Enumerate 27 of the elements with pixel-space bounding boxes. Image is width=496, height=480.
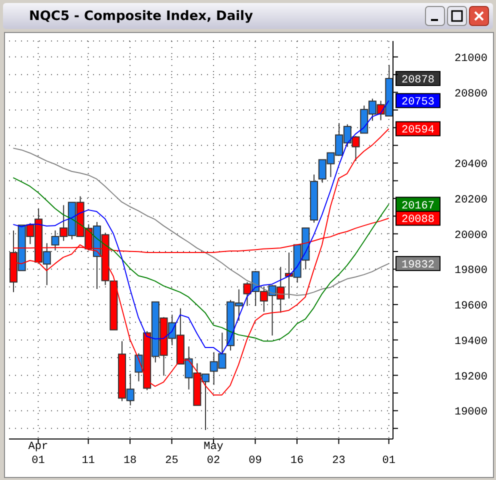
x-tick-label: May 02 [204, 441, 224, 467]
y-tick-label: 21000 [454, 52, 488, 65]
y-tick-label: 19600 [454, 300, 488, 313]
chart-title: NQC5 - Composite Index, Daily [29, 8, 253, 24]
text: 20878 [401, 74, 435, 86]
y-tick-label: 20400 [454, 159, 488, 172]
y-tick-label: 19400 [454, 336, 488, 348]
x-tick-label: 09 [248, 455, 262, 467]
line-series [12, 177, 390, 342]
y-tick-label: 20000 [454, 230, 488, 242]
x-tick-label: 25 [165, 455, 178, 467]
x-tick-label: 01 [382, 455, 396, 467]
y-tick-label: 20200 [454, 194, 488, 206]
y-tick-label: 19000 [454, 406, 488, 419]
data-label: 20753 [401, 96, 435, 109]
x-tick-label: 18 [123, 455, 137, 467]
data-label: 19832 [401, 260, 435, 272]
data-label: 20167 [401, 200, 435, 212]
data-label: 20594 [401, 124, 435, 137]
x-tick-label: 16 [290, 455, 304, 467]
data-label: 20088 [401, 214, 435, 226]
y-tick-label: 19200 [454, 371, 488, 384]
x-tick-label: Apr 01 [28, 441, 48, 467]
y-tick-label: 19800 [454, 265, 488, 278]
x-tick-label: 11 [82, 455, 96, 467]
y-tick-label: 20800 [454, 88, 488, 100]
x-tick-label: 23 [332, 455, 346, 467]
